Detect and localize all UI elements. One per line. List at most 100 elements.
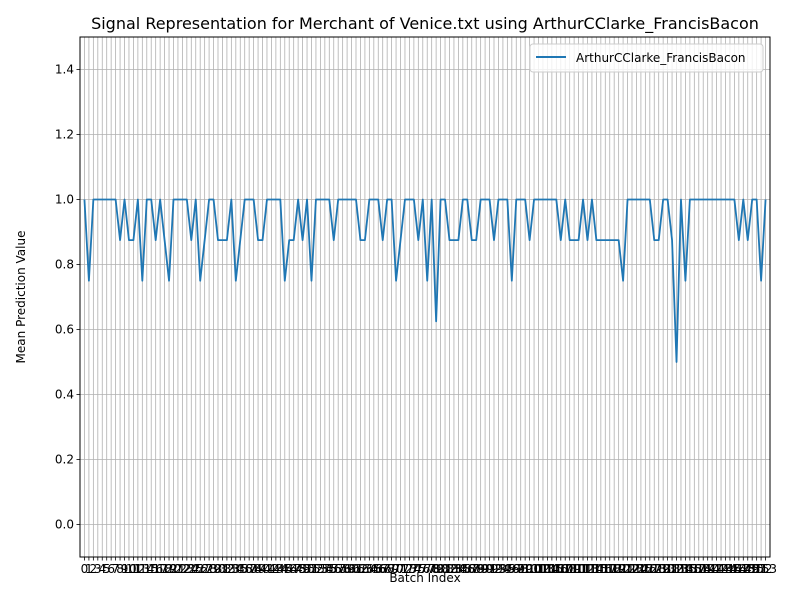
x-tick-label: 144	[714, 562, 737, 576]
x-tick-label: 96	[504, 562, 519, 576]
x-tick-label: 31	[215, 562, 230, 576]
x-tick-label: 27	[197, 562, 212, 576]
x-tick-label: 127	[638, 562, 661, 576]
x-tick-label: 72	[397, 562, 412, 576]
x-tick-label: 132	[661, 562, 684, 576]
x-tick-label: 26	[193, 562, 208, 576]
x-tick-label: 113	[576, 562, 599, 576]
x-tick-label: 107	[549, 562, 572, 576]
x-tick-label: 75	[411, 562, 426, 576]
x-tick-label: 71	[393, 562, 408, 576]
x-tick-label: 143	[710, 562, 733, 576]
x-tick-label: 111	[567, 562, 590, 576]
x-tick-label: 121	[612, 562, 635, 576]
x-tick-label: 62	[353, 562, 368, 576]
x-tick-label: 49	[295, 562, 310, 576]
x-tick-label: 73	[402, 562, 417, 576]
x-tick-label: 18	[157, 562, 172, 576]
x-tick-label: 141	[701, 562, 724, 576]
x-tick-label: 17	[152, 562, 167, 576]
x-tick-label: 14	[139, 562, 154, 576]
y-axis-label: Mean Prediction Value	[14, 231, 28, 364]
x-axis-label: Batch Index	[389, 571, 460, 585]
x-tick-label: 105	[540, 562, 563, 576]
x-tick-label: 15	[144, 562, 159, 576]
x-tick-label: 20	[166, 562, 181, 576]
x-tick-label: 106	[545, 562, 568, 576]
x-tick-label: 12	[130, 562, 145, 576]
x-tick-label: 148	[732, 562, 755, 576]
x-tick-label: 25	[188, 562, 203, 576]
x-tick-label: 53	[313, 562, 328, 576]
x-tick-label: 86	[460, 562, 475, 576]
x-tick-label: 0	[81, 562, 89, 576]
x-tick-label: 85	[455, 562, 470, 576]
x-tick-label: 84	[451, 562, 466, 576]
x-tick-label: 54	[317, 562, 332, 576]
x-tick-label: 115	[585, 562, 608, 576]
x-tick-label: 83	[446, 562, 461, 576]
x-tick-label: 4	[98, 562, 106, 576]
x-tick-label: 95	[500, 562, 515, 576]
series-layer	[83, 198, 767, 363]
x-tick-label: 11	[126, 562, 141, 576]
x-tick-label: 126	[634, 562, 657, 576]
x-ticks: 0123456789101112131415161718192021222324…	[81, 557, 777, 576]
legend: ArthurCClarke_FrancisBacon	[529, 43, 764, 73]
x-tick-label: 7	[112, 562, 120, 576]
x-tick-label: 130	[652, 562, 675, 576]
x-tick-label: 44	[273, 562, 288, 576]
y-tick-label: 0.6	[55, 323, 74, 337]
x-tick-label: 24	[184, 562, 199, 576]
x-tick-label: 50	[299, 562, 314, 576]
x-tick-label: 23	[179, 562, 194, 576]
x-tick-label: 67	[375, 562, 390, 576]
x-tick-label: 114	[580, 562, 603, 576]
x-tick-label: 123	[621, 562, 644, 576]
legend-box	[529, 43, 764, 73]
x-tick-label: 138	[687, 562, 710, 576]
x-tick-label: 119	[603, 562, 626, 576]
x-tick-label: 74	[406, 562, 421, 576]
x-tick-label: 89	[473, 562, 488, 576]
x-tick-label: 65	[366, 562, 381, 576]
x-tick-label: 38	[246, 562, 261, 576]
x-tick-label: 151	[745, 562, 768, 576]
x-tick-label: 40	[255, 562, 270, 576]
x-tick-label: 37	[242, 562, 257, 576]
x-tick-label: 35	[233, 562, 248, 576]
x-tick-label: 99	[518, 562, 533, 576]
y-ticks: 0.0 0.2 0.4 0.6 0.8 1.0 1.2 1.4	[55, 63, 80, 532]
x-tick-label: 79	[428, 562, 443, 576]
y-tick-label: 0.4	[55, 388, 74, 402]
x-tick-label: 101	[523, 562, 546, 576]
x-tick-label: 39	[250, 562, 265, 576]
x-tick-label: 153	[754, 562, 777, 576]
chart-title: Signal Representation for Merchant of Ve…	[91, 14, 759, 34]
x-tick-label: 61	[348, 562, 363, 576]
x-tick-label: 134	[670, 562, 693, 576]
x-tick-label: 131	[656, 562, 679, 576]
x-tick-label: 100	[518, 562, 541, 576]
x-tick-label: 125	[629, 562, 652, 576]
x-tick-label: 117	[594, 562, 617, 576]
x-tick-label: 19	[161, 562, 176, 576]
x-tick-label: 59	[339, 562, 354, 576]
x-tick-label: 82	[442, 562, 457, 576]
x-tick-label: 122	[616, 562, 639, 576]
x-tick-label: 6	[107, 562, 115, 576]
x-tick-label: 32	[219, 562, 234, 576]
x-tick-label: 47	[286, 562, 301, 576]
x-tick-label: 150	[741, 562, 764, 576]
x-tick-label: 98	[513, 562, 528, 576]
x-tick-label: 104	[536, 562, 559, 576]
x-tick-label: 77	[420, 562, 435, 576]
x-tick-label: 81	[437, 562, 452, 576]
x-tick-label: 64	[362, 562, 377, 576]
x-tick-label: 57	[331, 562, 346, 576]
x-tick-label: 152	[750, 562, 773, 576]
x-tick-label: 51	[304, 562, 319, 576]
x-tick-label: 87	[464, 562, 479, 576]
y-tick-label: 1.2	[55, 128, 74, 142]
x-tick-label: 13	[135, 562, 150, 576]
